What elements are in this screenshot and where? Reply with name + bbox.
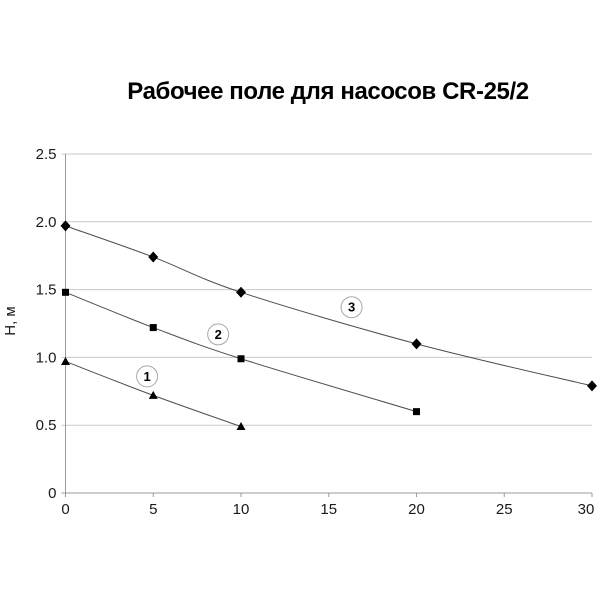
y-tick-label: 2.0: [36, 214, 57, 231]
y-tick-label: 0: [48, 485, 56, 502]
curve-annotations-layer: 1 2 3: [136, 296, 363, 388]
series-line-2: [65, 291, 417, 413]
square-marker: [413, 408, 420, 416]
diamond-marker: [587, 380, 597, 392]
curve-label-2: 2: [215, 327, 222, 342]
curve-label-1: 1: [143, 369, 150, 384]
curve-label-3: 3: [348, 300, 355, 315]
curve-label-circle-2: [207, 323, 230, 346]
diamond-marker: [236, 286, 246, 298]
square-marker: [62, 288, 69, 296]
x-tick-label: 25: [496, 501, 513, 518]
triangle-marker: [236, 422, 246, 431]
x-tick-label: 20: [408, 501, 425, 518]
x-tick-label: 15: [320, 501, 337, 518]
x-tick-label: 5: [149, 501, 157, 518]
x-tick-label: 10: [233, 501, 250, 518]
triangle-marker: [61, 356, 70, 365]
triangle-marker: [148, 390, 158, 399]
x-tick-label: 0: [61, 501, 69, 518]
square-marker: [149, 324, 157, 332]
y-tick-label: 2.5: [36, 146, 57, 163]
y-tick-label: 1.5: [36, 282, 57, 299]
y-tick-label: 0.5: [36, 417, 57, 434]
diamond-marker: [60, 220, 71, 232]
diamond-marker: [148, 251, 159, 263]
square-marker: [237, 355, 245, 363]
series-line-3: [65, 225, 593, 387]
x-tick-label: 30: [578, 501, 595, 518]
grid-layer: 0 0.5 1.0 1.5 2.0 2.5 0 5 10 15 20 25 30: [36, 146, 595, 518]
curve-label-circle-1: [136, 365, 159, 388]
chart-title: Рабочее поле для насосов CR-25/2: [127, 78, 529, 105]
y-tick-label: 1.0: [36, 349, 57, 366]
diamond-marker: [411, 338, 422, 350]
curve-label-circle-3: [340, 296, 363, 319]
series-layer: [60, 220, 597, 431]
y-axis-label: Н, м: [2, 306, 19, 335]
